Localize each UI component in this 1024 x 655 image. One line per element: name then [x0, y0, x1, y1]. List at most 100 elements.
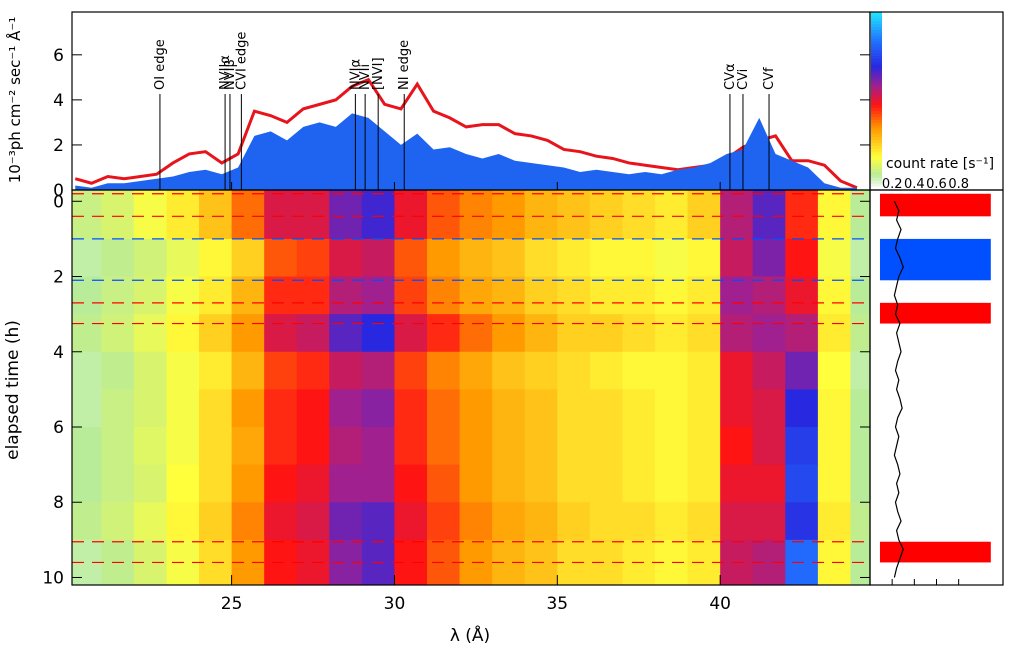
heatmap-cell — [687, 464, 721, 503]
heatmap-cell — [752, 427, 786, 466]
colorbar-segment — [871, 17, 882, 22]
heatmap-cell — [101, 190, 135, 240]
heatmap-cell — [655, 314, 689, 353]
y-tick-label: 0 — [53, 192, 64, 212]
colorbar-segment — [871, 171, 882, 175]
colorbar-segment — [871, 116, 882, 120]
heatmap-cell — [459, 190, 493, 240]
heatmap-cell — [785, 502, 819, 541]
colorbar-segment — [871, 20, 882, 25]
heatmap-cell — [589, 314, 623, 353]
heatmap-cell — [264, 190, 298, 240]
heatmap-cell — [589, 464, 623, 503]
colorbar-segment — [871, 139, 882, 143]
heatmap-cell — [361, 276, 395, 315]
colorbar-segment — [871, 119, 882, 123]
heatmap-cell — [622, 190, 656, 240]
heatmap-cell — [687, 190, 721, 240]
x-tick-label: 40 — [709, 594, 731, 614]
y-tick-label: 6 — [53, 46, 64, 66]
colorbar-segment — [871, 14, 882, 19]
heatmap-cell — [622, 314, 656, 353]
colorbar-segment — [871, 145, 882, 149]
heatmap-cell — [785, 464, 819, 503]
colorbar-segment — [871, 81, 882, 85]
colorbar-segment — [871, 67, 882, 71]
heatmap-cell — [524, 502, 558, 541]
heatmap-cell — [589, 276, 623, 315]
heatmap-cell — [817, 351, 851, 390]
heatmap-cell — [427, 190, 461, 240]
heatmap-cell — [492, 276, 526, 315]
heatmap-cell — [231, 276, 265, 315]
heatmap-cell — [133, 464, 167, 503]
y-axis-title: elapsed time (h) — [3, 320, 23, 460]
heatmap-cell — [166, 502, 200, 541]
heatmap-cell — [557, 502, 591, 541]
heatmap-cell — [199, 389, 233, 428]
colorbar-segment — [871, 174, 882, 178]
heatmap-cell — [589, 190, 623, 240]
colorbar-segment — [871, 72, 882, 77]
y-tick-label: 8 — [53, 493, 64, 513]
heatmap-cell — [524, 314, 558, 353]
y-tick-label: 4 — [53, 343, 64, 363]
heatmap-cell — [329, 389, 363, 428]
colorbar-segment — [871, 29, 882, 33]
heatmap-cell — [752, 502, 786, 541]
heatmap-cell — [687, 389, 721, 428]
colorbar-segment — [871, 38, 882, 42]
heatmap-cell — [752, 276, 786, 315]
heatmap-cell — [133, 427, 167, 466]
heatmap-cell — [687, 314, 721, 353]
heatmap-cell — [166, 389, 200, 428]
colorbar-segment — [871, 183, 882, 187]
heatmap-cell — [752, 238, 786, 278]
heatmap-cell — [720, 351, 754, 390]
colorbar-segment — [871, 52, 882, 56]
heatmap-cell — [655, 427, 689, 466]
heatmap-cell — [133, 502, 167, 541]
heatmap-cell — [101, 502, 135, 541]
colorbar-segment — [871, 180, 882, 184]
heatmap-cell — [492, 427, 526, 466]
annotation-label: NVIβ — [223, 59, 238, 90]
heatmap-cell — [524, 351, 558, 390]
heatmap-cell — [427, 276, 461, 315]
light-curve — [893, 201, 904, 578]
heatmap-cell — [72, 464, 102, 503]
colorbar-segment — [871, 96, 882, 100]
heatmap-cell — [166, 427, 200, 466]
heatmap-cell — [459, 464, 493, 503]
heatmap-cell — [199, 427, 233, 466]
heatmap-cell — [101, 351, 135, 390]
colorbar-segment — [871, 130, 882, 135]
heatmap-cell — [133, 389, 167, 428]
heatmap-cell — [524, 427, 558, 466]
x-tick-label: 35 — [546, 594, 568, 614]
x-tick-label: 0.2 — [882, 177, 903, 192]
heatmap-cell — [622, 276, 656, 315]
heatmap-cell — [427, 314, 461, 353]
annotation-label: CVf — [762, 67, 777, 90]
heatmap-cell — [296, 276, 330, 315]
heatmap-cell — [817, 190, 851, 240]
heatmap-cell — [329, 238, 363, 278]
heatmap-cell — [850, 389, 871, 428]
axes-frame — [869, 189, 1004, 586]
heatmap-cell — [199, 502, 233, 541]
heatmap-cell — [459, 238, 493, 278]
heatmap-cell — [850, 238, 871, 278]
heatmap-cell — [133, 314, 167, 353]
heatmap-cell — [166, 464, 200, 503]
heatmap-cell — [427, 427, 461, 466]
heatmap-cell — [394, 389, 428, 428]
heatmap-cell — [524, 238, 558, 278]
heatmap-cell — [492, 314, 526, 353]
colorbar-segment — [871, 55, 882, 59]
colorbar-segment — [871, 99, 882, 103]
heatmap-cell — [133, 351, 167, 390]
heatmap-cell — [459, 389, 493, 428]
heatmap-cell — [850, 464, 871, 503]
